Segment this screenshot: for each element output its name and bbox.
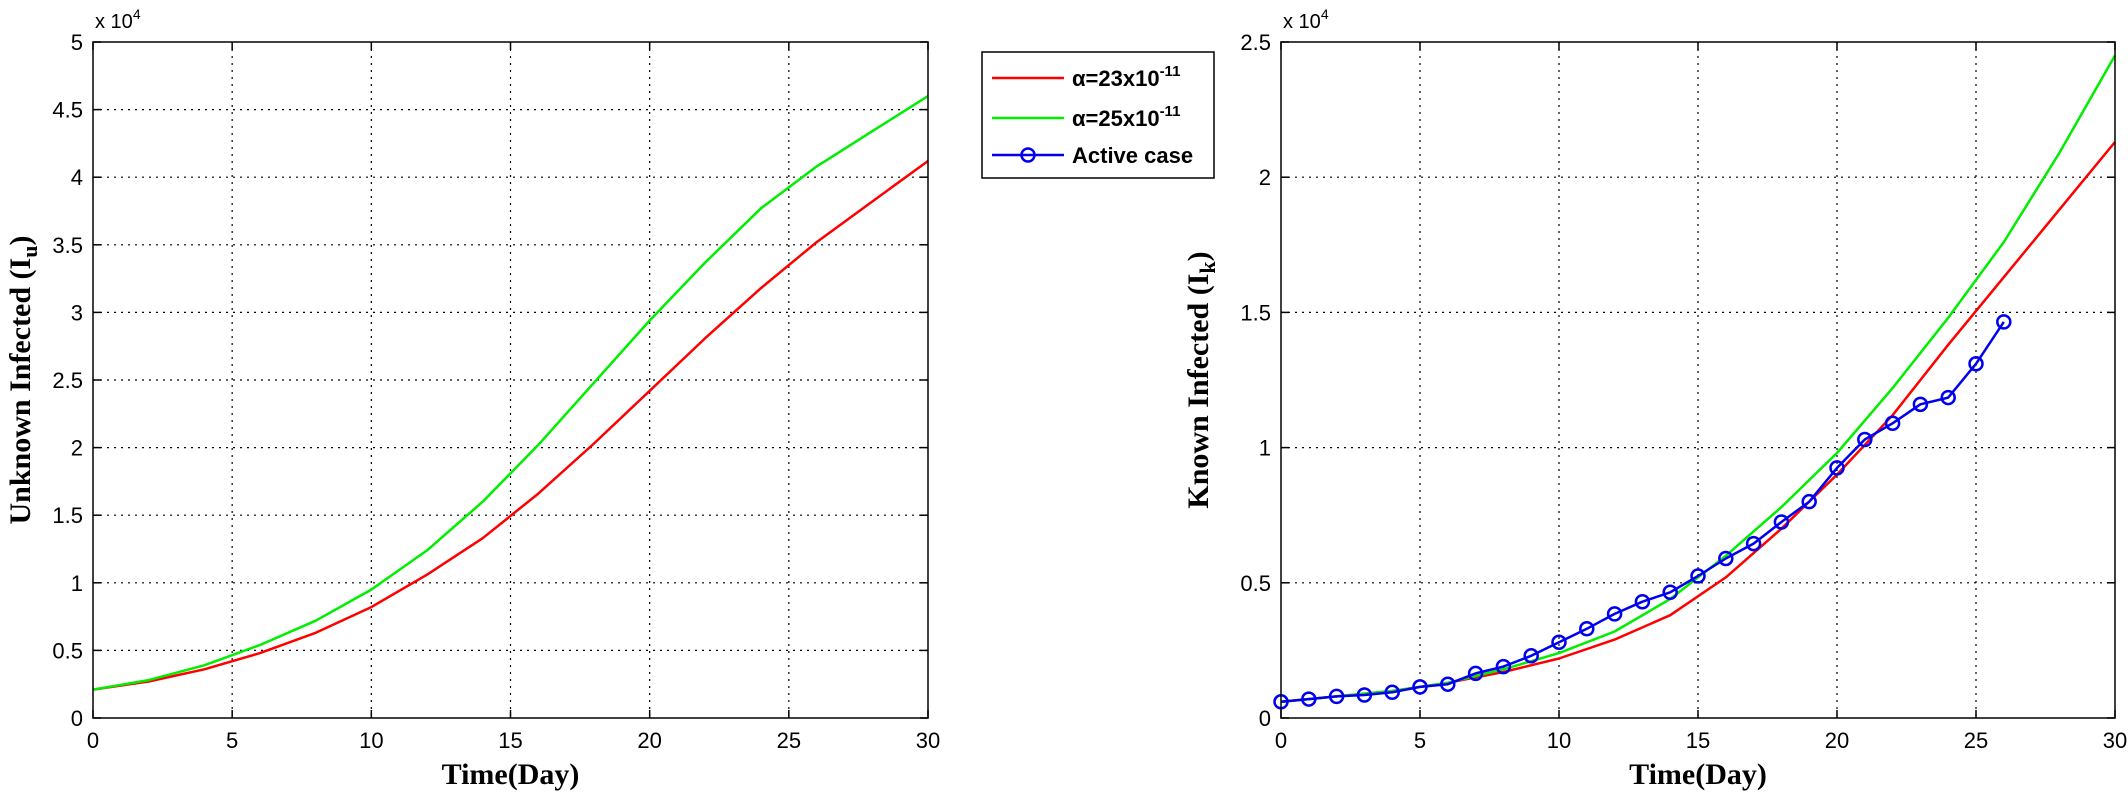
data-point (1884, 415, 1901, 432)
data-point (1356, 687, 1373, 703)
data-point (1440, 676, 1456, 692)
y-exponent-label: x 104 (95, 6, 141, 33)
series-lines (92, 95, 929, 691)
data-point (1801, 493, 1817, 510)
y-axis-label: Unknown Infected (Iu) (4, 236, 42, 525)
data-point (1773, 514, 1790, 530)
data-point (1495, 658, 1512, 675)
y-tick-label: 1.5 (52, 503, 83, 528)
tick-marks: 0 5 10 15 20 25 30 0 0.5 1 1.5 2 2.5 3 3.5 4 4.5 5 (52, 30, 940, 753)
data-point (1467, 665, 1484, 682)
data-point (1718, 550, 1734, 567)
x-tick-label: 5 (1414, 728, 1426, 753)
series-line-2 (1280, 321, 2005, 704)
x-tick-label: 25 (1964, 728, 1988, 753)
grid-lines (93, 42, 928, 718)
x-tick-label: 30 (916, 728, 940, 753)
data-point (1662, 584, 1678, 601)
data-point (1857, 431, 1873, 448)
legend-label-green: α=25x10-11 (1072, 103, 1180, 131)
data-point (1412, 679, 1428, 695)
data-point (1940, 389, 1956, 406)
y-tick-label: 0 (71, 706, 83, 731)
series-line-0 (92, 159, 929, 691)
y-tick-label: 2.5 (1240, 30, 1271, 55)
x-tick-label: 5 (226, 728, 238, 753)
data-point (1551, 634, 1567, 651)
legend-entry-blue: Active case (992, 143, 1193, 168)
y-tick-label: 1 (1259, 436, 1271, 461)
x-tick-label: 20 (1825, 728, 1849, 753)
data-point (1301, 691, 1317, 707)
x-tick-label: 10 (1547, 728, 1571, 753)
x-tick-label: 10 (359, 728, 383, 753)
y-tick-label: 4 (71, 165, 83, 190)
y-tick-label: 0.5 (1240, 571, 1271, 596)
y-tick-label: 1.5 (1240, 300, 1271, 325)
series-line-1 (92, 95, 929, 691)
y-tick-label: 2 (1259, 165, 1271, 190)
data-point (1328, 688, 1345, 705)
data-point (1523, 648, 1539, 664)
tick-marks: 0 5 10 15 20 25 30 0 0.5 1 1.5 2 2.5 (1240, 30, 2127, 753)
legend-entry-green: α=25x10-11 (992, 103, 1180, 131)
data-point (1606, 606, 1623, 622)
x-axis-label: Time(Day) (1629, 758, 1767, 791)
y-tick-label: 0 (1259, 706, 1271, 731)
y-tick-label: 3.5 (52, 233, 83, 258)
y-exponent-label: x 104 (1283, 6, 1329, 33)
y-tick-label: 3 (71, 300, 83, 325)
y-tick-label: 5 (71, 30, 83, 55)
data-point (1745, 535, 1762, 552)
x-tick-label: 0 (87, 728, 99, 753)
data-point (1384, 684, 1400, 701)
x-axis-label: Time(Day) (442, 758, 580, 791)
y-axis-label: Known Infected (Ik) (1182, 251, 1220, 508)
data-point (1634, 593, 1651, 610)
known-infected-chart: 0 5 10 15 20 25 30 0 0.5 1 1.5 2 2.5 x 104 Time(Day)… (1182, 6, 2127, 791)
data-point (1996, 314, 2012, 330)
y-tick-label: 1 (71, 571, 83, 596)
legend: α=23x10-11 α=25x10-11 Active case (981, 51, 1215, 179)
x-tick-label: 20 (637, 728, 661, 753)
x-tick-label: 15 (498, 728, 522, 753)
legend-marker-blue (1020, 147, 1036, 163)
legend-label-red: α=23x10-11 (1072, 63, 1180, 91)
x-tick-label: 0 (1275, 728, 1287, 753)
data-point (1579, 621, 1595, 637)
y-tick-label: 2 (71, 436, 83, 461)
y-tick-label: 4.5 (52, 98, 83, 123)
data-point (1829, 460, 1845, 476)
y-tick-label: 2.5 (52, 368, 83, 393)
data-point (1912, 396, 1929, 413)
y-tick-label: 0.5 (52, 638, 83, 663)
x-tick-label: 15 (1686, 728, 1710, 753)
series-lines (1273, 54, 2117, 710)
legend-label-blue: Active case (1072, 143, 1193, 168)
x-tick-label: 25 (777, 728, 801, 753)
x-tick-label: 30 (2103, 728, 2127, 753)
legend-entry-red: α=23x10-11 (992, 63, 1180, 91)
data-point (1690, 568, 1706, 584)
data-point (1968, 356, 1984, 372)
